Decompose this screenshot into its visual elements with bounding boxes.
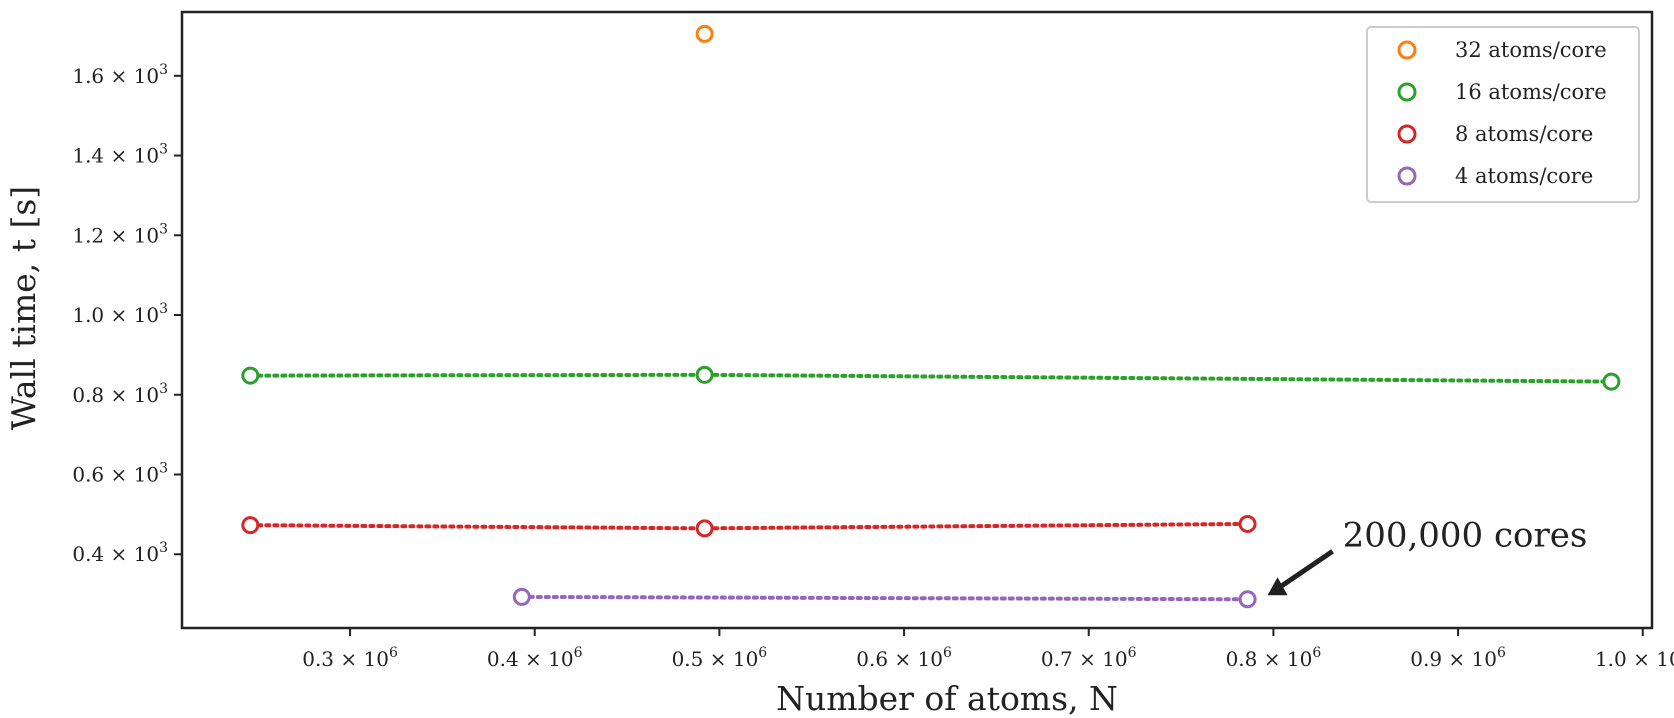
x-axis-title: Number of atoms, N <box>776 679 1118 718</box>
plot-frame <box>180 10 1654 630</box>
y-tick-label: 0.4 × 103 <box>72 540 168 566</box>
legend-label: 8 atoms/core <box>1455 122 1593 146</box>
annotation-arrow-head <box>1267 577 1288 596</box>
legend-item: 4 atoms/core <box>1397 164 1593 188</box>
series-layer <box>241 24 1621 609</box>
legend-marker <box>1397 166 1417 186</box>
data-point <box>241 366 260 385</box>
x-tick-label: 0.9 × 106 <box>1410 645 1506 671</box>
legend-label: 16 atoms/core <box>1455 80 1607 104</box>
data-point <box>1238 590 1257 609</box>
legend-item: 16 atoms/core <box>1397 80 1607 104</box>
legend-marker <box>1397 40 1417 60</box>
x-tick-label: 0.3 × 106 <box>302 645 398 671</box>
series-line <box>519 594 1250 602</box>
legend-box <box>1366 26 1640 203</box>
annotation-layer: 200,000 cores <box>1267 515 1588 596</box>
annotation-arrow-shaft <box>1278 549 1334 590</box>
x-tick-label: 1.0 × 106 <box>1595 645 1674 671</box>
legend: 32 atoms/core 16 atoms/core 8 atoms/core 4 … <box>1366 26 1640 203</box>
data-point <box>695 24 714 43</box>
series-1 <box>241 365 1621 391</box>
data-point <box>1238 514 1257 533</box>
data-point <box>241 516 260 535</box>
data-point <box>695 365 714 384</box>
series-3 <box>512 587 1257 609</box>
legend-label: 32 atoms/core <box>1455 38 1607 62</box>
legend-marker <box>1397 82 1417 102</box>
series-0 <box>695 24 714 43</box>
ticks-layer: 0.3 × 106 0.4 × 106 0.5 × 106 0.6 × 106 0.7 … <box>72 62 1674 671</box>
y-tick-label: 1.4 × 103 <box>72 142 168 168</box>
x-tick-label: 0.4 × 106 <box>487 645 583 671</box>
y-tick-label: 1.0 × 103 <box>72 301 168 327</box>
y-tick-label: 0.8 × 103 <box>72 381 168 407</box>
data-point <box>1602 372 1621 391</box>
x-tick-label: 0.5 × 106 <box>672 645 768 671</box>
annotation-label: 200,000 cores <box>1343 515 1588 555</box>
x-tick-label: 0.7 × 106 <box>1041 645 1137 671</box>
series-line <box>248 521 1250 531</box>
y-tick-label: 0.6 × 103 <box>72 460 168 486</box>
series-2 <box>241 514 1257 538</box>
x-tick-label: 0.6 × 106 <box>856 645 952 671</box>
legend-item: 32 atoms/core <box>1397 38 1607 62</box>
y-tick-label: 1.6 × 103 <box>72 62 168 88</box>
legend-label: 4 atoms/core <box>1455 164 1593 188</box>
data-point <box>512 587 531 606</box>
x-tick-label: 0.8 × 106 <box>1226 645 1322 671</box>
series-line <box>248 372 1614 384</box>
legend-marker <box>1397 124 1417 144</box>
y-axis-title: Wall time, t [s] <box>4 186 43 430</box>
y-tick-label: 1.2 × 103 <box>72 221 168 247</box>
data-point <box>695 519 714 538</box>
legend-item: 8 atoms/core <box>1397 122 1593 146</box>
